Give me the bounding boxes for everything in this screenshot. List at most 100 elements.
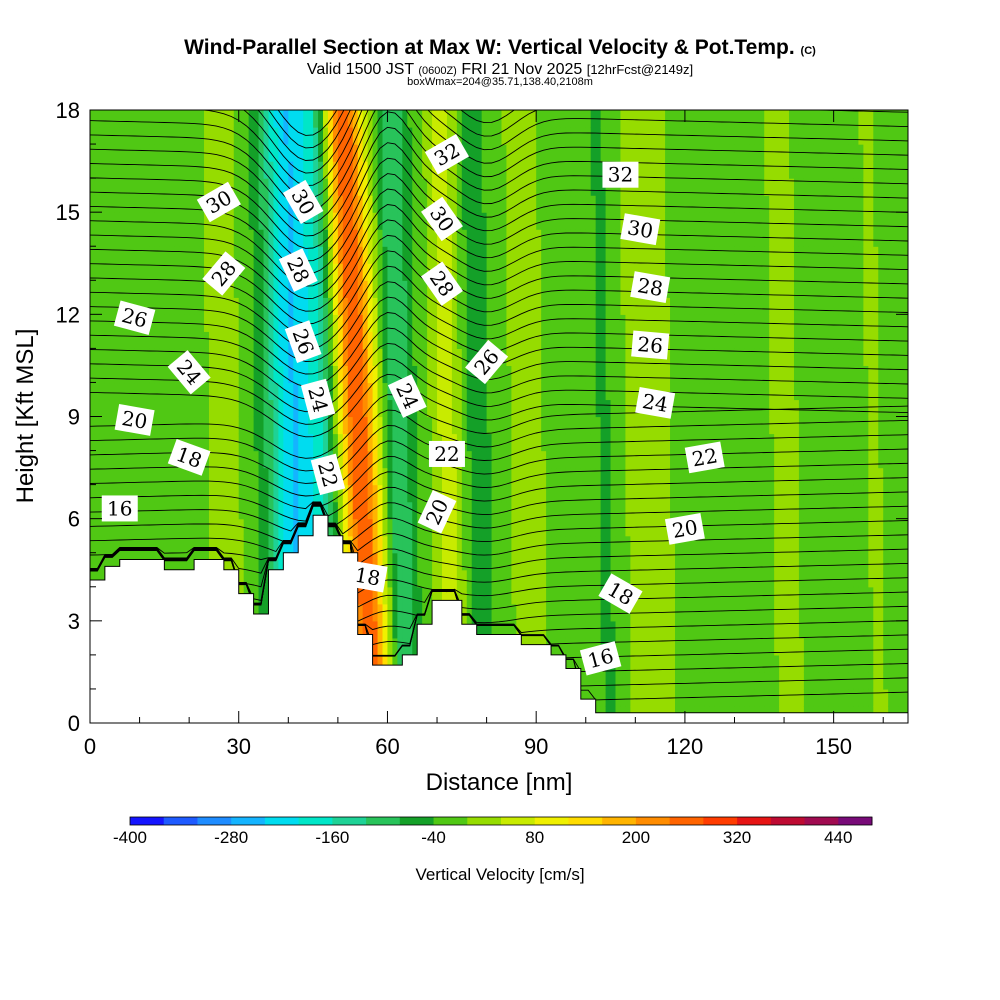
w-cell bbox=[407, 178, 413, 196]
w-cell bbox=[159, 518, 165, 537]
w-cell bbox=[531, 331, 537, 349]
w-cell bbox=[650, 467, 656, 486]
w-cell bbox=[580, 144, 587, 162]
w-cell bbox=[352, 314, 359, 332]
w-cell bbox=[714, 297, 721, 315]
w-cell bbox=[476, 263, 483, 281]
w-cell bbox=[749, 688, 755, 707]
w-cell bbox=[90, 331, 96, 349]
w-cell bbox=[99, 348, 106, 367]
w-cell bbox=[506, 552, 512, 571]
w-cell bbox=[347, 229, 354, 247]
w-cell bbox=[694, 654, 701, 673]
w-cell bbox=[595, 331, 602, 349]
w-cell bbox=[154, 212, 161, 230]
w-cell bbox=[461, 246, 468, 264]
w-cell bbox=[352, 433, 359, 452]
w-cell bbox=[734, 535, 741, 554]
w-cell bbox=[580, 603, 587, 622]
w-cell bbox=[114, 280, 121, 298]
w-cell bbox=[749, 297, 755, 315]
w-cell bbox=[332, 127, 339, 145]
w-cell bbox=[357, 246, 364, 264]
w-cell bbox=[774, 603, 780, 622]
w-cell bbox=[283, 212, 289, 230]
w-cell bbox=[650, 450, 656, 469]
w-cell bbox=[392, 297, 398, 315]
w-cell bbox=[546, 195, 552, 213]
w-cell bbox=[466, 348, 473, 367]
w-cell bbox=[218, 229, 225, 247]
w-cell bbox=[387, 654, 394, 673]
w-cell bbox=[665, 535, 671, 554]
w-cell bbox=[580, 586, 587, 605]
w-cell bbox=[744, 637, 750, 656]
w-cell bbox=[194, 263, 200, 281]
w-cell bbox=[90, 314, 96, 332]
w-cell bbox=[635, 569, 641, 588]
w-cell bbox=[99, 297, 106, 315]
w-cell bbox=[332, 314, 339, 332]
w-cell bbox=[536, 229, 542, 247]
w-cell bbox=[709, 348, 716, 367]
w-cell bbox=[556, 161, 562, 179]
w-cell bbox=[526, 603, 532, 622]
w-cell bbox=[565, 501, 572, 520]
w-cell bbox=[749, 416, 755, 435]
w-cell bbox=[446, 382, 453, 401]
w-cell bbox=[645, 671, 651, 690]
w-cell bbox=[749, 637, 755, 656]
w-cell bbox=[397, 467, 403, 486]
w-cell bbox=[521, 212, 527, 230]
w-cell bbox=[704, 433, 711, 452]
w-cell bbox=[734, 484, 741, 503]
w-cell bbox=[536, 535, 542, 554]
w-cell bbox=[283, 467, 289, 486]
w-cell bbox=[159, 365, 165, 384]
w-cell bbox=[347, 365, 354, 384]
w-cell bbox=[699, 654, 706, 673]
w-cell bbox=[446, 416, 453, 435]
w-cell bbox=[174, 416, 180, 435]
w-cell bbox=[526, 518, 532, 537]
w-cell bbox=[446, 263, 453, 281]
w-cell bbox=[610, 297, 617, 315]
w-cell bbox=[546, 569, 552, 588]
w-cell bbox=[417, 280, 423, 298]
w-cell bbox=[347, 110, 354, 128]
w-cell bbox=[367, 246, 374, 264]
w-cell bbox=[595, 212, 602, 230]
w-cell bbox=[119, 212, 126, 230]
w-cell bbox=[347, 416, 354, 435]
w-cell bbox=[679, 144, 686, 162]
w-cell bbox=[258, 127, 265, 145]
w-cell bbox=[769, 263, 775, 281]
w-cell bbox=[734, 688, 741, 707]
w-cell bbox=[189, 331, 195, 349]
w-cell bbox=[382, 637, 389, 656]
w-cell bbox=[377, 212, 384, 230]
w-cell bbox=[640, 416, 646, 435]
w-cell bbox=[149, 467, 156, 486]
w-cell bbox=[154, 314, 161, 332]
w-cell bbox=[645, 263, 651, 281]
w-cell bbox=[749, 195, 755, 213]
w-cell bbox=[709, 620, 716, 639]
w-cell bbox=[476, 552, 483, 571]
w-cell bbox=[357, 365, 364, 384]
w-cell bbox=[679, 382, 686, 401]
w-cell bbox=[223, 382, 230, 401]
w-cell bbox=[109, 467, 116, 486]
w-cell bbox=[600, 620, 607, 639]
w-cell bbox=[660, 365, 666, 384]
w-cell bbox=[585, 161, 592, 179]
w-cell bbox=[546, 586, 552, 605]
w-cell bbox=[679, 586, 686, 605]
w-cell bbox=[208, 467, 215, 486]
w-cell bbox=[734, 603, 741, 622]
w-cell bbox=[709, 688, 716, 707]
w-cell bbox=[159, 535, 165, 554]
w-cell bbox=[551, 263, 557, 281]
w-cell bbox=[377, 518, 384, 537]
w-cell bbox=[461, 314, 468, 332]
